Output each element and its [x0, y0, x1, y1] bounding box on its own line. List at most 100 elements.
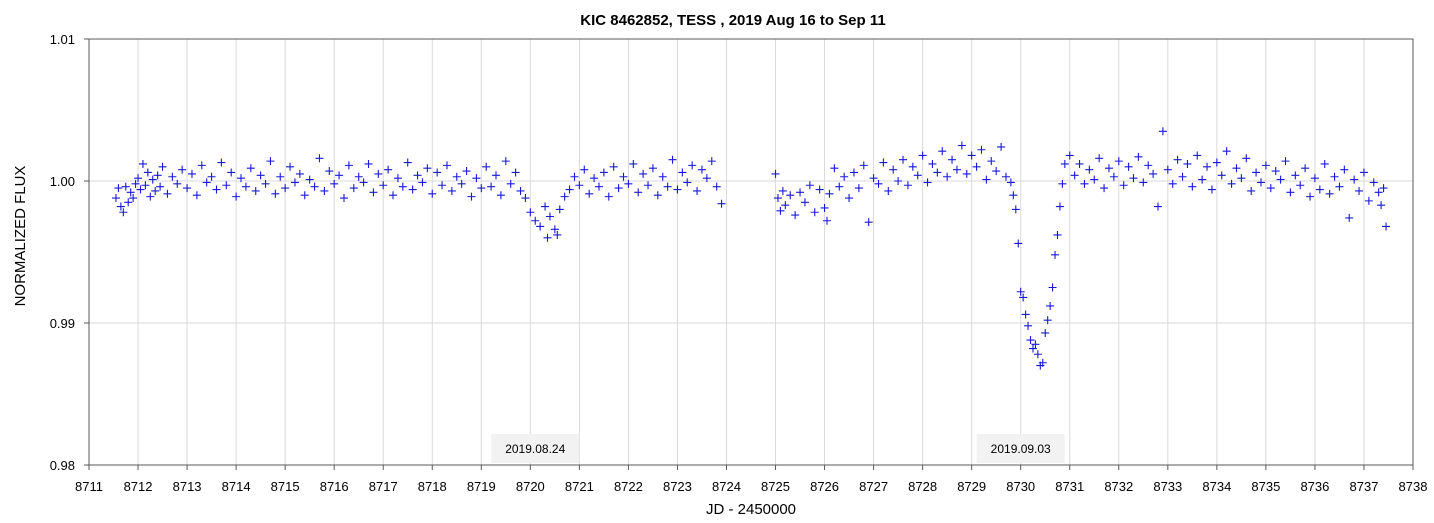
x-tick-label: 8720	[516, 479, 545, 494]
data-point	[1374, 188, 1383, 197]
data-point	[1193, 151, 1202, 160]
data-point	[933, 168, 942, 177]
data-point	[364, 159, 373, 168]
data-point	[1158, 127, 1167, 136]
x-tick-label: 8711	[75, 479, 103, 494]
data-point	[1306, 192, 1315, 201]
annotation-label: 2019.09.03	[991, 442, 1051, 456]
data-point	[1090, 175, 1099, 184]
data-point	[1129, 174, 1138, 183]
data-point	[246, 164, 255, 173]
data-point	[943, 172, 952, 181]
data-point	[923, 178, 932, 187]
data-point	[1024, 321, 1033, 330]
data-point	[136, 185, 145, 194]
data-point	[1009, 191, 1018, 200]
data-point	[693, 186, 702, 195]
data-point	[261, 179, 270, 188]
x-tick-label: 8732	[1104, 479, 1133, 494]
x-tick-label: 8713	[173, 479, 202, 494]
data-point	[805, 181, 814, 190]
data-point	[683, 178, 692, 187]
data-point	[565, 185, 574, 194]
data-point	[1252, 168, 1261, 177]
data-point	[585, 189, 594, 198]
data-point	[859, 161, 868, 170]
data-point	[403, 158, 412, 167]
data-point	[1183, 159, 1192, 168]
data-point	[599, 168, 608, 177]
data-point	[1119, 181, 1128, 190]
data-point	[1124, 162, 1133, 171]
data-point	[545, 212, 554, 221]
data-point	[773, 194, 782, 203]
data-point	[452, 172, 461, 181]
data-point	[163, 189, 172, 198]
data-point	[1100, 184, 1109, 193]
data-point	[992, 167, 1001, 176]
data-point	[389, 191, 398, 200]
y-tick-label: 0.98	[50, 458, 75, 473]
data-point	[183, 184, 192, 193]
data-point	[295, 169, 304, 178]
data-point	[1382, 222, 1391, 231]
data-point	[830, 164, 839, 173]
x-tick-label: 8725	[761, 479, 790, 494]
data-point	[119, 208, 128, 217]
data-point	[138, 159, 147, 168]
data-point	[173, 179, 182, 188]
data-point	[1359, 168, 1368, 177]
data-point	[697, 165, 706, 174]
data-point	[124, 198, 133, 207]
data-point	[1001, 172, 1010, 181]
data-point	[116, 202, 125, 211]
x-tick-label: 8733	[1153, 479, 1182, 494]
data-point	[894, 177, 903, 185]
x-axis-title: JD - 2450000	[706, 501, 796, 518]
data-point	[1325, 189, 1334, 198]
x-tick-label: 8716	[320, 479, 349, 494]
data-point	[977, 145, 986, 154]
data-point	[141, 181, 150, 190]
data-point	[1019, 293, 1028, 302]
data-point	[1281, 157, 1290, 166]
data-point	[810, 208, 819, 217]
data-point	[131, 179, 140, 188]
data-point	[864, 218, 873, 227]
data-point	[594, 182, 603, 191]
data-point	[899, 155, 908, 164]
data-point	[1104, 164, 1113, 173]
data-point	[281, 184, 290, 193]
data-point	[300, 191, 309, 200]
x-tick-label: 8722	[614, 479, 643, 494]
data-point	[1006, 178, 1015, 187]
data-point	[1053, 230, 1062, 239]
data-point	[143, 168, 152, 177]
chart-title: KIC 8462852, TESS , 2019 Aug 16 to Sep 1…	[580, 12, 885, 29]
y-axis-title: NORMALIZED FLUX	[12, 166, 29, 307]
annotation-box	[976, 434, 1065, 463]
data-point	[222, 181, 231, 190]
data-point	[111, 194, 120, 203]
data-point	[1031, 340, 1040, 349]
annotation-box	[491, 434, 580, 463]
data-point	[1149, 169, 1158, 178]
data-point	[276, 172, 285, 181]
data-point	[1163, 165, 1172, 174]
data-point	[1114, 157, 1123, 166]
data-point	[854, 184, 863, 193]
data-point	[957, 141, 966, 150]
data-point	[702, 174, 711, 183]
data-point	[1256, 178, 1265, 187]
data-point	[1038, 358, 1047, 367]
data-point	[1271, 167, 1280, 176]
data-point	[840, 172, 849, 181]
data-point	[330, 179, 339, 188]
data-point	[1043, 316, 1052, 325]
data-point	[325, 167, 334, 176]
data-point	[1154, 202, 1163, 211]
data-point	[678, 168, 687, 177]
data-point	[668, 155, 677, 164]
data-point	[1095, 154, 1104, 163]
data-point	[398, 182, 407, 191]
